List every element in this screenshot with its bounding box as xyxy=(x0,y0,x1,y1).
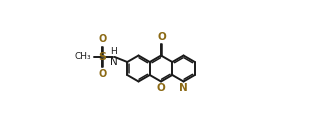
Text: N: N xyxy=(110,58,118,68)
Text: O: O xyxy=(157,83,165,93)
Text: O: O xyxy=(99,35,107,45)
Text: N: N xyxy=(179,83,188,93)
Text: CH₃: CH₃ xyxy=(74,52,91,61)
Text: H: H xyxy=(111,47,117,55)
Text: O: O xyxy=(157,32,166,42)
Text: S: S xyxy=(98,52,106,62)
Text: O: O xyxy=(99,69,107,79)
